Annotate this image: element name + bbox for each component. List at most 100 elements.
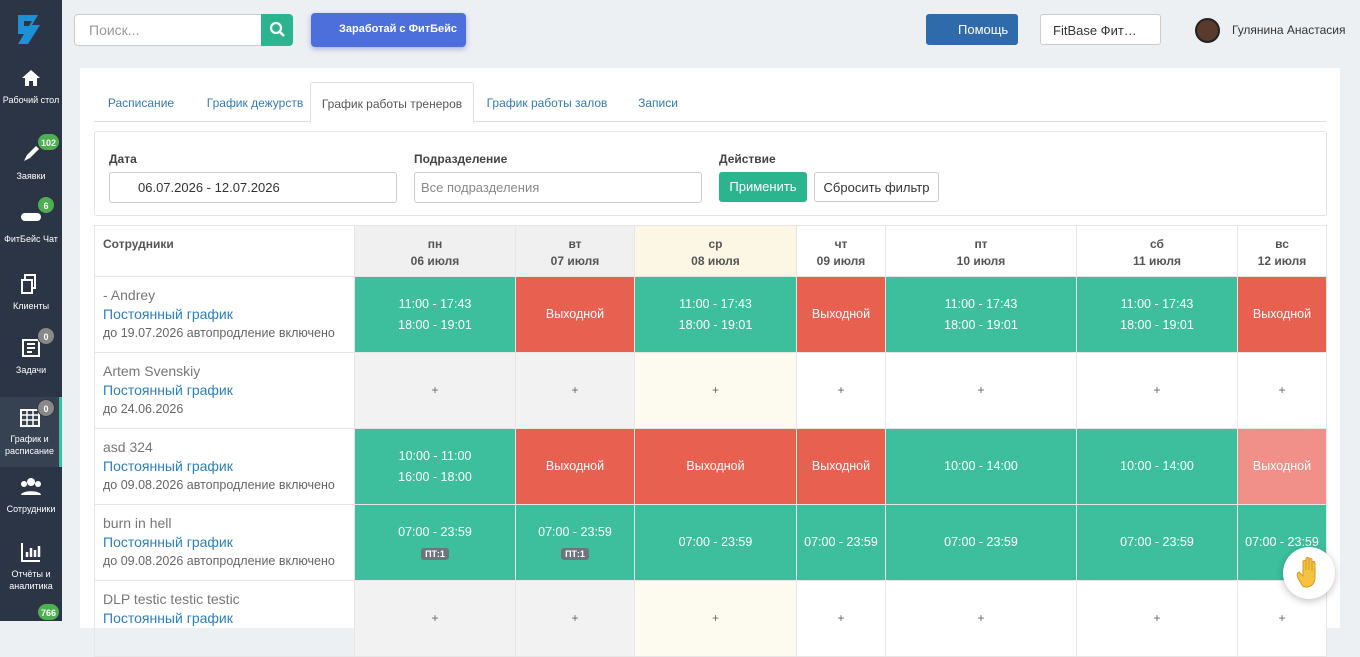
schedule-cell[interactable]: + [885, 352, 1077, 429]
schedule-cell[interactable]: Выходной [796, 428, 886, 505]
schedule-link[interactable]: Постоянный график [103, 382, 233, 398]
cell-text: + [1153, 611, 1161, 625]
nav-label: Клиенты [12, 301, 50, 311]
schedule-cell[interactable]: Выходной [1237, 428, 1327, 505]
schedule-cell[interactable]: 10:00 - 14:00 [1076, 428, 1238, 505]
content-card: Расписание График дежурств График работы т… [80, 68, 1340, 657]
schedule-cell[interactable]: Выходной [515, 276, 635, 353]
schedule-cell[interactable]: Выходной [634, 428, 797, 505]
chat-widget[interactable] [1283, 547, 1335, 599]
nav-item[interactable]: Задачи 0 [0, 327, 62, 394]
tab[interactable]: График работы залов [486, 96, 608, 110]
schedule-link[interactable]: Постоянный график [103, 306, 233, 322]
club-select[interactable]: FitBase Фит… [1040, 14, 1161, 45]
cell-text: 16:00 - 18:00 [398, 469, 472, 484]
tab[interactable]: Записи [638, 96, 678, 110]
schedule-cell[interactable]: 11:00 - 17:43 18:00 - 19:01 [1076, 276, 1238, 353]
schedule-cell[interactable]: 07:00 - 23:59 [796, 504, 886, 581]
employee-name[interactable]: - Andrey [103, 287, 156, 303]
nav-item[interactable]: Заявки 102 [0, 133, 62, 200]
schedule-cell[interactable]: 07:00 - 23:59 ПТ:1 [515, 504, 635, 581]
nav-item[interactable]: Клиенты [0, 270, 62, 330]
schedule-cell[interactable]: + [1076, 352, 1238, 429]
schedule-cell[interactable]: 11:00 - 17:43 18:00 - 19:01 [885, 276, 1077, 353]
employee-name[interactable]: Artem Svenskiy [103, 363, 201, 379]
nav-icon [21, 543, 41, 562]
schedule-cell[interactable]: 07:00 - 23:59 ПТ:1 [354, 504, 516, 581]
top-bar: Поиск... Заработай с ФитБейс Помощь FitB… [62, 0, 1360, 60]
employee-row: burn in hell Постоянный график до 09.08.20… [94, 504, 1327, 581]
cell-tag: ПТ:1 [561, 547, 589, 560]
employee-name[interactable]: asd 324 [103, 439, 153, 455]
cell-text: 11:00 - 17:43 [679, 296, 752, 311]
division-select[interactable]: Все подразделения [414, 172, 702, 203]
schedule-cell[interactable]: + [515, 580, 635, 657]
nav-badge: 0 [37, 327, 55, 345]
schedule-cell[interactable]: 10:00 - 14:00 [885, 428, 1077, 505]
cell-text: + [837, 611, 845, 625]
nav-item[interactable]: График и расписание 0 [0, 397, 62, 467]
schedule-cell[interactable]: + [796, 580, 886, 657]
schedule-cell[interactable]: 07:00 - 23:59 [1076, 504, 1238, 581]
employee-name[interactable]: DLP testic testic testic [103, 591, 240, 607]
search-button[interactable] [261, 14, 293, 46]
nav-item[interactable]: 766 [0, 603, 62, 621]
schedule-cell[interactable]: + [1237, 352, 1327, 429]
cell-text: + [1278, 611, 1286, 625]
schedule-cell[interactable]: + [796, 352, 886, 429]
user-name[interactable]: Гулянина Анастасия [1232, 23, 1346, 37]
avatar[interactable] [1195, 18, 1220, 43]
schedule-cell[interactable]: + [354, 352, 516, 429]
schedule-cell[interactable]: Выходной [1237, 276, 1327, 353]
cell-text: Выходной [811, 459, 871, 473]
tab[interactable]: График работы тренеров [310, 82, 474, 123]
date-input[interactable]: 06.07.2026 - 12.07.2026 [109, 172, 397, 203]
cell-text: + [431, 383, 439, 397]
search-input[interactable]: Поиск... [74, 14, 262, 46]
schedule-cell[interactable]: + [354, 580, 516, 657]
schedule-cell[interactable]: + [515, 352, 635, 429]
cell-text: Выходной [1252, 307, 1312, 321]
employee-name[interactable]: burn in hell [103, 515, 172, 531]
promo-button[interactable]: Заработай с ФитБейс [311, 13, 466, 47]
nav-item[interactable]: Отчёты и аналитика [0, 538, 62, 598]
nav-icon [22, 70, 40, 86]
schedule-link[interactable]: Постоянный график [103, 610, 233, 626]
tab[interactable]: График дежурств [206, 96, 304, 110]
schedule-cell[interactable]: 11:00 - 17:43 18:00 - 19:01 [634, 276, 797, 353]
apply-button[interactable]: Применить [719, 172, 807, 202]
day-header: ср 08 июля [634, 225, 797, 277]
reset-button[interactable]: Сбросить фильтр [814, 172, 939, 202]
schedule-cell[interactable]: + [634, 352, 797, 429]
day-of-week: пт [974, 237, 988, 251]
nav-badge: 6 [37, 196, 55, 214]
tab[interactable]: Расписание [107, 96, 175, 110]
schedule-cell[interactable]: + [1076, 580, 1238, 657]
header-cell: Сотрудники [94, 225, 355, 277]
help-button[interactable]: Помощь [926, 14, 1018, 45]
schedule-cell[interactable]: 07:00 - 23:59 [885, 504, 1077, 581]
day-header: сб 11 июля [1076, 225, 1238, 277]
cell-text: + [711, 383, 719, 397]
nav-item[interactable]: Сотрудники [0, 473, 62, 533]
day-header: вс 12 июля [1237, 225, 1327, 277]
schedule-link[interactable]: Постоянный график [103, 534, 233, 550]
schedule-cell[interactable]: 07:00 - 23:59 [634, 504, 797, 581]
cell-text: 07:00 - 23:59 [538, 524, 612, 539]
schedule-cell[interactable]: 11:00 - 17:43 18:00 - 19:01 [354, 276, 516, 353]
cell-text: + [1153, 383, 1161, 397]
nav-item[interactable]: ФитБейс Чат 6 [0, 196, 62, 263]
schedule-cell[interactable]: Выходной [515, 428, 635, 505]
nav-item[interactable]: Рабочий стол [0, 64, 62, 124]
cell-text: Выходной [1252, 459, 1312, 473]
day-of-week: чт [834, 237, 848, 251]
logo[interactable] [15, 12, 47, 46]
schedule-cell[interactable]: Выходной [796, 276, 886, 353]
schedule-cell[interactable]: + [634, 580, 797, 657]
day-of-week: ср [708, 237, 723, 251]
schedule-cell[interactable]: 10:00 - 11:00 16:00 - 18:00 [354, 428, 516, 505]
schedule-cell[interactable]: + [885, 580, 1077, 657]
schedule-link[interactable]: Постоянный график [103, 458, 233, 474]
cell-text: + [837, 383, 845, 397]
